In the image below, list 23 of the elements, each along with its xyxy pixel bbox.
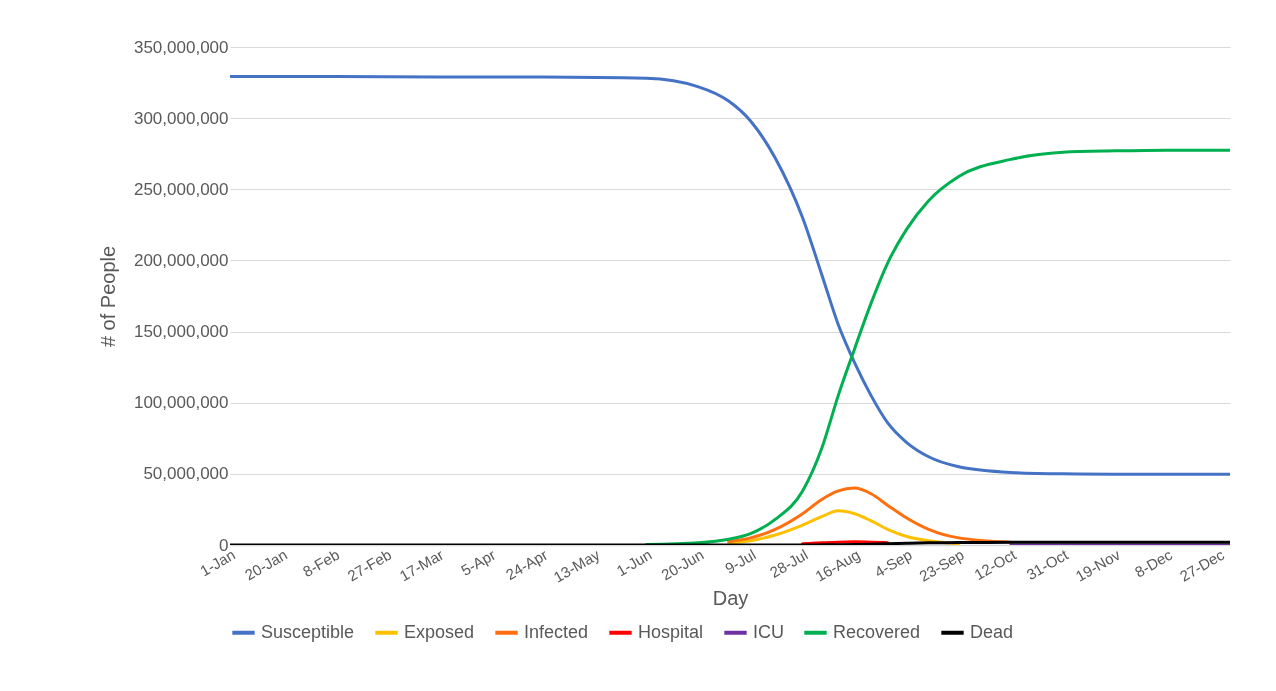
legend-label: Dead — [970, 621, 1014, 642]
line-series — [230, 74, 1230, 476]
y-tick-label: 200,000,000 — [133, 250, 229, 270]
x-tick-label: 8-Dec — [1131, 545, 1176, 581]
y-tick-label: 50,000,000 — [143, 464, 229, 484]
x-tick-label: 1-Jun — [613, 545, 655, 580]
y-tick-label: 300,000,000 — [133, 108, 229, 128]
legend-label: ICU — [753, 621, 784, 642]
x-tick-label: 4-Sep — [871, 545, 915, 581]
line-series — [644, 148, 1230, 545]
x-axis-title: Day — [712, 587, 749, 610]
legend-label: Susceptible — [261, 621, 355, 642]
y-tick-label: 350,000,000 — [133, 37, 229, 57]
legend-label: Exposed — [404, 621, 475, 642]
y-tick-label: 100,000,000 — [133, 393, 229, 413]
legend-label: Recovered — [833, 621, 921, 642]
y-tick-label: 150,000,000 — [133, 322, 229, 342]
x-tick-label: 5-Apr — [458, 545, 499, 579]
legend-label: Infected — [524, 621, 589, 642]
y-axis-title: # of People — [96, 245, 119, 348]
x-tick-label: 9-Jul — [721, 545, 759, 577]
legend-label: Hospital — [638, 621, 704, 642]
y-tick-label: 250,000,000 — [133, 179, 229, 199]
